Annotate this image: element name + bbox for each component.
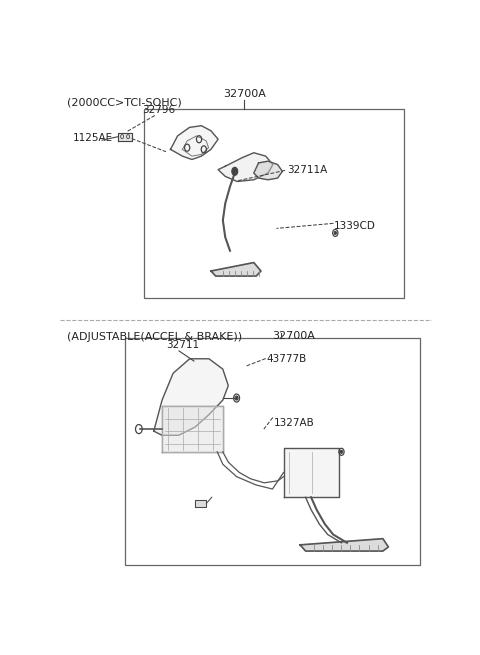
Text: 1125AE: 1125AE — [73, 133, 113, 143]
Polygon shape — [170, 126, 218, 160]
Text: 1339CD: 1339CD — [334, 221, 375, 231]
Polygon shape — [195, 500, 206, 507]
Text: 43777B: 43777B — [266, 354, 307, 364]
Circle shape — [235, 396, 238, 400]
Circle shape — [340, 450, 343, 453]
Text: (ADJUSTABLE(ACCEL & BRAKE)): (ADJUSTABLE(ACCEL & BRAKE)) — [67, 332, 242, 342]
Bar — [144, 109, 404, 298]
Polygon shape — [211, 263, 261, 276]
Text: 1327AB: 1327AB — [274, 417, 315, 428]
Polygon shape — [154, 359, 228, 436]
Polygon shape — [284, 447, 339, 497]
Polygon shape — [254, 161, 282, 179]
Text: 32711: 32711 — [166, 340, 199, 350]
Circle shape — [232, 167, 238, 176]
Polygon shape — [162, 406, 223, 452]
Polygon shape — [218, 153, 273, 181]
Text: 32796: 32796 — [142, 105, 175, 115]
Bar — [125, 339, 420, 565]
Text: 32711A: 32711A — [287, 166, 327, 176]
Text: 32700A: 32700A — [223, 89, 265, 99]
Text: (2000CC>TCI-SOHC): (2000CC>TCI-SOHC) — [67, 97, 181, 107]
Polygon shape — [119, 132, 132, 141]
Polygon shape — [300, 538, 388, 551]
Text: 32700A: 32700A — [272, 331, 315, 341]
Circle shape — [334, 231, 336, 234]
